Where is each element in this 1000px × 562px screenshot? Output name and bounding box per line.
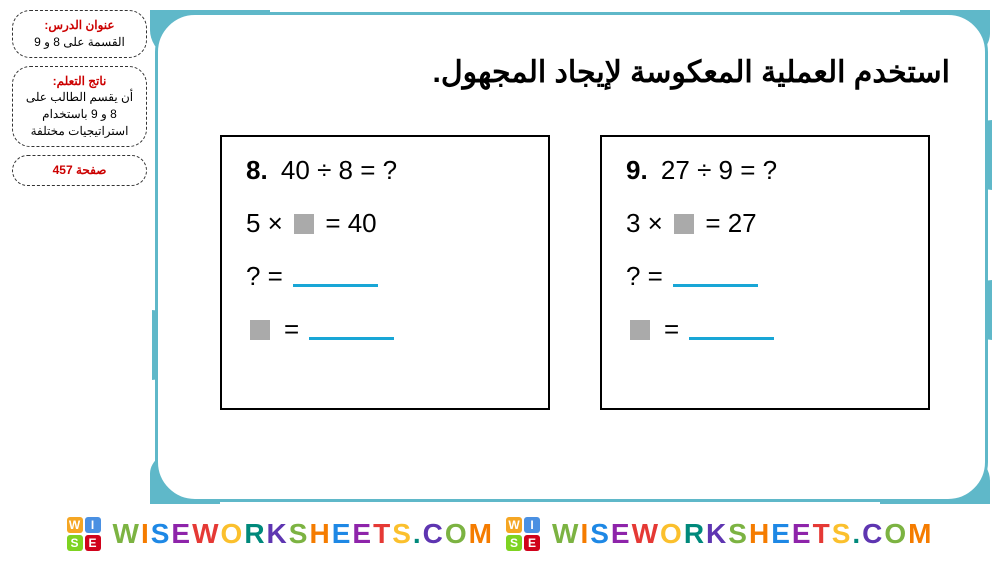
problem-8-answer1: ? = — [246, 261, 524, 292]
logo-e: E — [85, 535, 101, 551]
problem-8-answer2: = — [246, 314, 524, 345]
logo-w: W — [506, 517, 522, 533]
cloud1-title: عنوان الدرس: — [21, 17, 138, 34]
cloud1-body: القسمة على 8 و 9 — [21, 34, 138, 51]
inverse-right: = 40 — [318, 208, 377, 238]
answer-blank[interactable] — [309, 320, 394, 340]
answer-blank[interactable] — [293, 267, 378, 287]
logo-s: S — [506, 535, 522, 551]
brand-text-2: WISEWORKSHEETS.COM — [552, 518, 934, 550]
problem-8-inverse: 5 × = 40 — [246, 208, 524, 239]
cloud2-body: أن يقسم الطالب على 8 و 9 باستخدام استرات… — [21, 89, 138, 139]
wise-logo-icon: W I S E — [506, 517, 540, 551]
answer1-label: ? = — [626, 261, 663, 292]
logo-e: E — [524, 535, 540, 551]
problem-8-number: 8. — [246, 155, 268, 185]
problem-8-division: 8. 40 ÷ 8 = ? — [246, 155, 524, 186]
square-icon — [250, 320, 270, 340]
cloud3-page: صفحة 457 — [21, 162, 138, 179]
logo-s: S — [67, 535, 83, 551]
problem-9-answer2: = — [626, 314, 904, 345]
answer-blank[interactable] — [673, 267, 758, 287]
cloud-lesson-title: عنوان الدرس: القسمة على 8 و 9 — [12, 10, 147, 58]
footer-watermark: W I S E WISEWORKSHEETS.COM W I S E WISEW… — [0, 512, 1000, 556]
inverse-right: = 27 — [698, 208, 757, 238]
logo-w: W — [67, 517, 83, 533]
problem-9-division-text: 27 ÷ 9 = ? — [661, 155, 777, 185]
square-icon — [294, 214, 314, 234]
answer-blank[interactable] — [689, 320, 774, 340]
answer1-label: ? = — [246, 261, 283, 292]
answer2-eq: = — [664, 314, 679, 345]
cloud-page-number: صفحة 457 — [12, 155, 147, 186]
square-icon — [630, 320, 650, 340]
instruction-title: استخدم العملية المعكوسة لإيجاد المجهول. — [200, 55, 950, 90]
inverse-left: 5 × — [246, 208, 290, 238]
logo-i: I — [524, 517, 540, 533]
logo-i: I — [85, 517, 101, 533]
cloud-learning-outcome: ناتج التعلم: أن يقسم الطالب على 8 و 9 با… — [12, 66, 147, 147]
problem-box-8: 8. 40 ÷ 8 = ? 5 × = 40 ? = = — [220, 135, 550, 410]
answer2-eq: = — [284, 314, 299, 345]
problem-9-division: 9. 27 ÷ 9 = ? — [626, 155, 904, 186]
problem-box-9: 9. 27 ÷ 9 = ? 3 × = 27 ? = = — [600, 135, 930, 410]
inverse-left: 3 × — [626, 208, 670, 238]
problem-9-inverse: 3 × = 27 — [626, 208, 904, 239]
wise-logo-icon: W I S E — [67, 517, 101, 551]
problem-9-number: 9. — [626, 155, 648, 185]
brand-text-1: WISEWORKSHEETS.COM — [113, 518, 495, 550]
square-icon — [674, 214, 694, 234]
sidebar-clouds: عنوان الدرس: القسمة على 8 و 9 ناتج التعل… — [12, 10, 147, 186]
problem-8-division-text: 40 ÷ 8 = ? — [281, 155, 397, 185]
cloud2-title: ناتج التعلم: — [21, 73, 138, 90]
problem-9-answer1: ? = — [626, 261, 904, 292]
